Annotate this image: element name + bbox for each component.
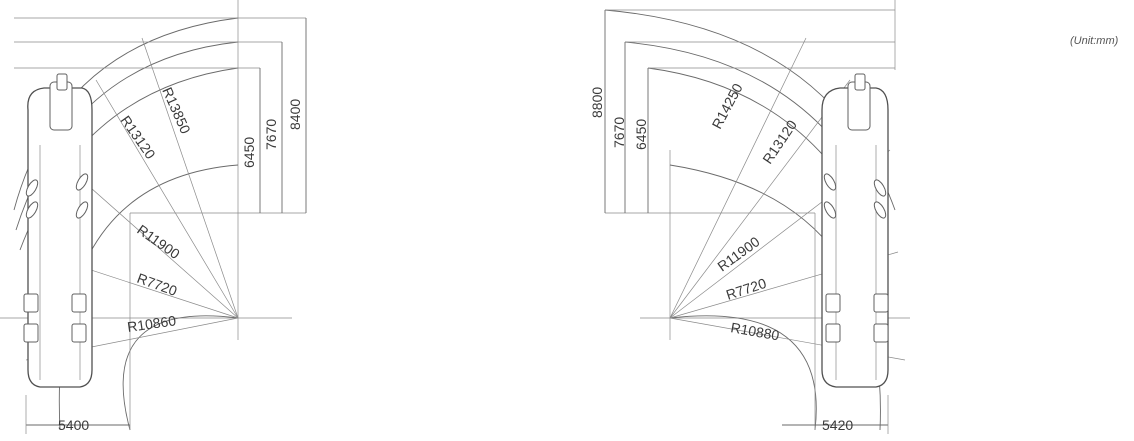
left-height-label-1: 8400 bbox=[287, 99, 303, 130]
right-radius-label-2: R13120 bbox=[759, 117, 800, 167]
right-height-label-2: 7670 bbox=[611, 117, 627, 148]
left-width-label: 5400 bbox=[58, 417, 89, 433]
right-turning-view: 5420 8800 7670 6450 R14250 R13120 R11900… bbox=[589, 0, 910, 434]
unit-label: (Unit:mm) bbox=[1070, 35, 1119, 47]
right-radius-label-1: R14250 bbox=[709, 80, 746, 131]
left-height-label-3: 6450 bbox=[241, 137, 257, 168]
right-arc-smallest bbox=[669, 315, 817, 431]
left-radius-label-1: R13850 bbox=[159, 85, 194, 137]
left-vehicle bbox=[23, 73, 93, 388]
left-radius-label-3: R11900 bbox=[134, 221, 183, 262]
left-radius-label-2: R13120 bbox=[118, 113, 159, 163]
left-arc-smallest bbox=[122, 315, 239, 431]
right-radius-label-4: R7720 bbox=[724, 275, 768, 303]
left-radius-label-4: R7720 bbox=[135, 270, 179, 299]
right-width-label: 5420 bbox=[822, 417, 853, 433]
left-height-label-2: 7670 bbox=[263, 119, 279, 150]
left-radius-label-5: R10860 bbox=[126, 312, 177, 335]
right-height-label-1: 8800 bbox=[589, 87, 605, 118]
right-height-label-3: 6450 bbox=[633, 119, 649, 150]
right-radius-label-3: R11900 bbox=[714, 233, 762, 274]
left-turning-view: 5400 8400 7670 6450 R13850 R13120 R11900… bbox=[0, 0, 307, 434]
right-vehicle bbox=[821, 73, 889, 388]
right-radius-label-5: R10880 bbox=[729, 319, 780, 343]
